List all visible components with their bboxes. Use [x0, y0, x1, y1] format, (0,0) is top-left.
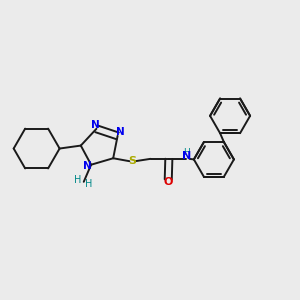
Text: H: H — [74, 175, 81, 185]
Text: O: O — [164, 177, 173, 188]
Text: N: N — [83, 161, 92, 171]
Text: H: H — [85, 179, 93, 189]
Text: S: S — [128, 156, 136, 166]
Text: N: N — [182, 152, 191, 161]
Text: H: H — [183, 148, 190, 158]
Text: N: N — [91, 120, 99, 130]
Text: N: N — [116, 127, 125, 137]
